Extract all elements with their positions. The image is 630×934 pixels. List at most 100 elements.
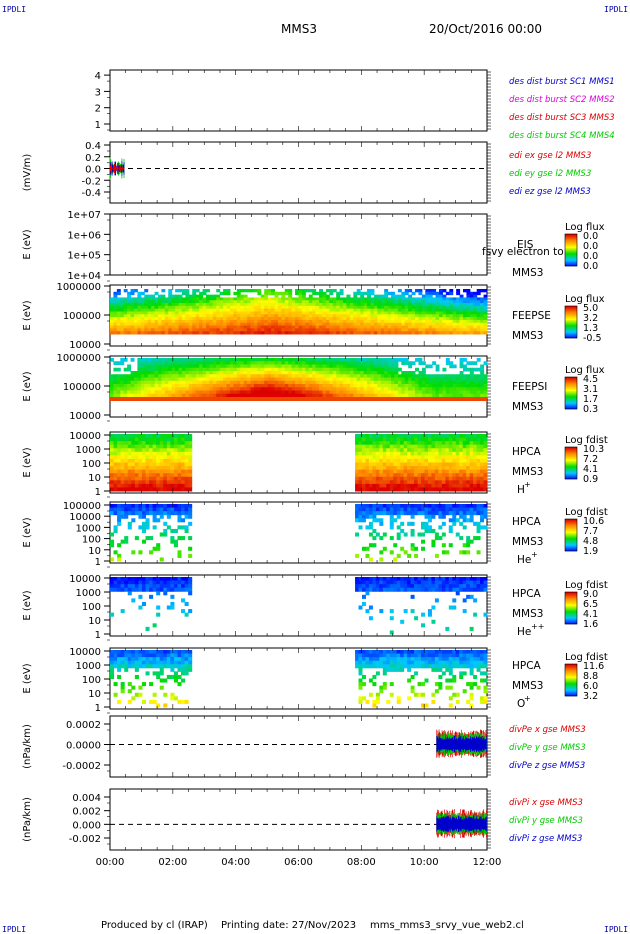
feeps-ion-cell xyxy=(442,390,447,395)
feeps-ion-cell xyxy=(343,364,347,369)
feeps-ion-cell xyxy=(367,364,371,369)
feeps-ion-cell xyxy=(192,371,197,375)
feeps-ion-cell xyxy=(349,377,354,382)
feeps-electron-cell xyxy=(442,300,447,304)
hpca-h-cell xyxy=(127,444,132,449)
feeps-electron-cell xyxy=(452,322,457,327)
feeps-electron-cell xyxy=(329,311,334,315)
hpca-h-cell xyxy=(438,483,443,488)
feeps-ion-cell xyxy=(274,371,279,375)
feeps-electron-cell xyxy=(308,289,313,293)
hpca-h-cell xyxy=(156,451,161,456)
hpca-h-cell xyxy=(159,458,164,463)
feeps-electron-cell xyxy=(384,325,389,329)
feeps-electron-cell xyxy=(154,325,159,329)
feeps-ion-cell xyxy=(274,374,279,378)
hpca-h-cell xyxy=(452,487,457,492)
hpca-h-cell xyxy=(483,434,488,439)
hpca-h-cell xyxy=(181,483,186,488)
hpca-he-cell xyxy=(455,511,460,516)
hpca-he-cell xyxy=(382,504,387,509)
feeps-electron-cell xyxy=(113,308,118,312)
feeps-electron-cell xyxy=(435,305,440,310)
feeps-electron-cell xyxy=(298,294,303,298)
feeps-ion-cell xyxy=(188,361,193,365)
hpca-he-cell xyxy=(434,553,439,558)
feeps-ion-cell xyxy=(151,380,156,385)
hpca-h-cell xyxy=(414,480,419,485)
feeps-ion-cell xyxy=(473,393,478,398)
panel-feeps-ion-colorbar-cell xyxy=(565,380,577,382)
feeps-electron-cell xyxy=(301,300,306,304)
feeps-electron-cell xyxy=(250,317,255,321)
hpca-h-cell xyxy=(400,444,405,449)
hpca-h-cell xyxy=(365,434,370,439)
feeps-ion-cell xyxy=(349,393,354,398)
panel-feeps-electron-spacecraft: MMS3 xyxy=(512,330,543,342)
feeps-ion-cell xyxy=(336,358,341,362)
panel-hpca-h-colorbar-cell xyxy=(565,447,577,449)
feeps-electron-cell xyxy=(130,325,135,329)
feeps-electron-cell xyxy=(226,322,231,327)
hpca-h-cell xyxy=(403,483,408,488)
hpca-he-cell xyxy=(410,521,415,526)
feeps-electron-cell xyxy=(199,311,204,315)
feeps-electron-cell xyxy=(391,319,395,324)
hpca-he-cell xyxy=(400,504,405,509)
feeps-electron-cell xyxy=(178,294,183,298)
feeps-electron-cell xyxy=(480,322,485,327)
hpca-h-cell xyxy=(163,476,168,481)
feeps-ion-cell xyxy=(243,374,248,378)
feeps-ion-cell xyxy=(271,384,276,388)
hpca-h-cell xyxy=(382,437,387,442)
hpca-h-cell xyxy=(166,487,171,492)
feeps-electron-cell xyxy=(432,317,437,321)
feeps-electron-cell xyxy=(360,314,365,318)
feeps-ion-cell xyxy=(247,371,252,375)
feeps-ion-cell xyxy=(343,384,347,388)
feeps-ion-cell xyxy=(367,380,371,385)
hpca-h-cell xyxy=(149,441,154,446)
panel-hpca-he-colorbar-cell xyxy=(565,520,577,522)
feeps-electron-cell xyxy=(147,328,152,332)
feeps-ion-cell xyxy=(404,374,409,378)
hpca-h-cell xyxy=(124,462,129,467)
feeps-ion-cell xyxy=(432,374,437,378)
feeps-ion-cell xyxy=(397,393,402,398)
hpca-he-cell xyxy=(152,511,157,516)
feeps-electron-cell xyxy=(123,308,128,312)
feeps-electron-cell xyxy=(171,305,176,310)
hpca-h-cell xyxy=(138,451,143,456)
hpca-he2-cell xyxy=(469,577,474,582)
hpca-h-cell xyxy=(382,444,387,449)
hpca-he-cell xyxy=(462,525,467,530)
hpca-h-cell xyxy=(473,480,478,485)
feeps-ion-cell xyxy=(404,390,409,395)
hpca-h-cell xyxy=(365,462,370,467)
feeps-ion-cell xyxy=(171,371,176,375)
hpca-h-cell xyxy=(138,483,143,488)
hpca-h-cell xyxy=(120,437,125,442)
feeps-electron-cell xyxy=(123,305,128,310)
feeps-electron-cell xyxy=(480,289,485,293)
feeps-electron-cell xyxy=(456,308,461,312)
feeps-electron-cell xyxy=(466,291,471,296)
feeps-ion-cell xyxy=(195,384,200,388)
hpca-h-cell xyxy=(459,455,464,460)
feeps-electron-cell xyxy=(312,322,317,327)
feeps-electron-cell xyxy=(428,331,433,335)
feeps-electron-cell xyxy=(445,291,450,296)
feeps-electron-cell xyxy=(456,319,461,324)
hpca-h-cell xyxy=(407,462,412,467)
hpca-he-cell xyxy=(127,525,132,530)
hpca-he2-cell xyxy=(138,577,143,582)
feeps-electron-cell xyxy=(205,305,210,310)
feeps-ion-cell xyxy=(147,393,152,398)
hpca-he-cell xyxy=(138,507,143,512)
hpca-he2-cell xyxy=(441,580,446,585)
hpca-he-cell xyxy=(431,511,436,516)
hpca-h-cell xyxy=(163,480,168,485)
feeps-electron-cell xyxy=(274,328,279,332)
feeps-electron-cell xyxy=(483,305,488,310)
hpca-h-cell xyxy=(476,487,481,492)
